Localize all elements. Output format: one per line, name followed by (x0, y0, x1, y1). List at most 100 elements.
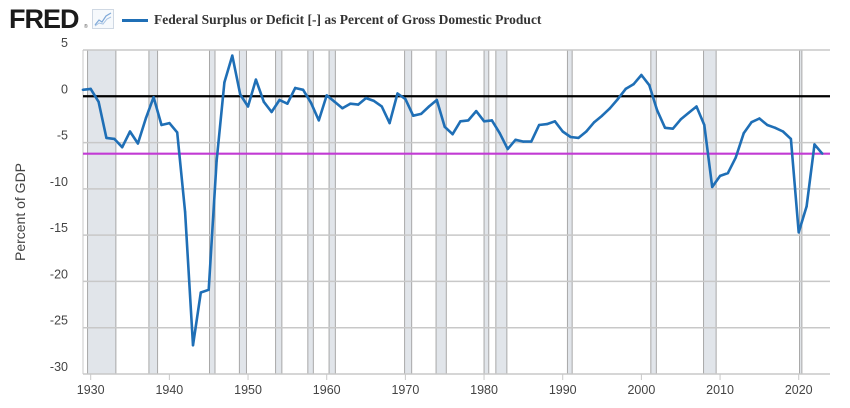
data-point (435, 98, 439, 102)
recession-bar (275, 49, 283, 375)
data-point (608, 107, 612, 110)
data-point (183, 210, 187, 214)
data-point (742, 132, 745, 135)
data-point (278, 98, 281, 102)
data-point (530, 140, 533, 143)
data-point (797, 231, 800, 234)
x-tick-label: 1960 (313, 383, 341, 397)
data-point (781, 130, 785, 133)
data-point (569, 135, 572, 139)
data-point (128, 130, 132, 133)
data-point (750, 121, 753, 124)
data-point (679, 118, 682, 121)
data-point (317, 119, 321, 122)
data-point (726, 171, 730, 175)
x-tick-label: 1980 (470, 383, 498, 397)
data-point (176, 131, 179, 134)
data-point (506, 147, 509, 151)
data-point (89, 87, 92, 91)
data-point (758, 117, 761, 120)
legend: Federal Surplus or Deficit [-] as Percen… (122, 10, 541, 30)
data-point (498, 132, 501, 135)
data-point (671, 127, 675, 130)
data-point (640, 73, 643, 77)
data-point (474, 109, 478, 113)
data-point (663, 126, 667, 129)
data-point (349, 102, 352, 105)
x-tick-label: 1990 (549, 383, 577, 397)
data-point (341, 107, 344, 110)
data-point (294, 86, 297, 90)
data-point (710, 185, 714, 189)
y-tick-label: 0 (61, 82, 68, 96)
data-point (215, 159, 218, 163)
data-point (766, 123, 769, 127)
data-point (537, 123, 541, 127)
data-point (136, 142, 140, 145)
data-point (356, 103, 360, 106)
data-point (718, 174, 722, 178)
data-point (144, 117, 147, 120)
series-layer (81, 54, 824, 347)
data-point (301, 88, 305, 92)
data-point (207, 288, 210, 291)
data-point (246, 105, 250, 108)
data-point (600, 114, 604, 117)
recession-bar (87, 49, 117, 375)
data-point (160, 123, 163, 127)
y-tick-label: -15 (50, 221, 68, 235)
data-point (325, 94, 328, 97)
data-point (592, 121, 596, 124)
data-point (561, 130, 564, 133)
x-tick-label: 1950 (234, 383, 262, 397)
reference-lines (83, 95, 830, 155)
data-point (813, 143, 816, 146)
data-point (545, 122, 549, 126)
data-point (514, 138, 517, 141)
fred-logo[interactable]: FRED (9, 4, 79, 34)
legend-swatch (122, 18, 148, 22)
data-point (490, 119, 494, 122)
data-point (632, 83, 635, 86)
data-point (191, 344, 195, 347)
data-point (396, 92, 399, 95)
data-point (467, 119, 470, 122)
recession-bar (703, 49, 717, 375)
data-point (412, 114, 415, 117)
data-point (687, 111, 690, 115)
data-point (451, 133, 454, 136)
data-point (81, 88, 85, 92)
data-point (821, 152, 824, 155)
data-point (333, 100, 336, 104)
y-tick-label: -25 (50, 314, 68, 328)
data-point (372, 99, 376, 103)
x-tick-label: 1940 (155, 383, 183, 397)
recession-bar (566, 49, 573, 375)
recession-bar (435, 49, 447, 375)
data-point (238, 93, 242, 96)
data-point (404, 97, 407, 101)
data-point (270, 110, 273, 114)
data-point (254, 78, 258, 81)
data-point (616, 97, 619, 101)
y-tick-label: -30 (50, 360, 68, 374)
data-point (459, 120, 462, 123)
line-chart-icon[interactable] (92, 9, 114, 29)
data-point (97, 100, 100, 104)
data-point (553, 120, 557, 123)
data-point (585, 130, 588, 133)
logo-registered-mark: ® (84, 24, 88, 30)
data-point (231, 54, 234, 57)
data-point (427, 105, 431, 108)
legend-label: Federal Surplus or Deficit [-] as Percen… (154, 12, 542, 27)
x-tick-label: 2010 (706, 383, 734, 397)
data-point (419, 112, 423, 116)
y-axis: 5 0 -5 -10 -15 -20 -25 -30 (50, 36, 68, 374)
y-tick-label: -5 (57, 129, 68, 143)
data-point (805, 205, 808, 208)
data-point (105, 136, 108, 140)
data-point (309, 101, 313, 104)
data-point (522, 140, 525, 143)
y-tick-label: -20 (50, 267, 68, 281)
